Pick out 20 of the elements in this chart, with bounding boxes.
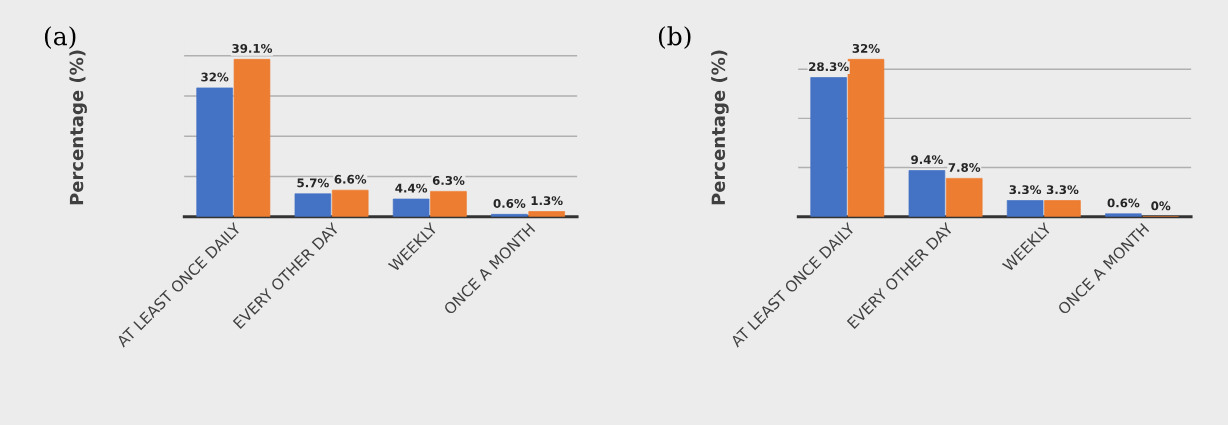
data-label: 28.3%	[809, 62, 849, 72]
data-label: 4.4%	[395, 183, 428, 193]
data-label: 0.6%	[493, 198, 526, 208]
y-axis-title: Percentage (%)	[711, 50, 729, 205]
data-label: 0%	[1151, 201, 1171, 211]
text: (b)	[658, 26, 691, 50]
data-label: 39.1%	[232, 43, 273, 53]
text: (a)	[44, 26, 76, 50]
data-label: 3.3%	[1046, 185, 1079, 195]
data-label: 1.3%	[531, 196, 563, 206]
data-label: 3.3%	[1009, 185, 1042, 195]
data-label: 32%	[201, 72, 229, 82]
data-label: 5.7%	[297, 178, 329, 188]
data-label: 32%	[852, 43, 880, 53]
data-label: 6.6%	[334, 174, 367, 184]
y-axis-title: Percentage (%)	[69, 50, 87, 205]
data-label: 9.4%	[911, 155, 943, 165]
data-label: 6.3%	[432, 176, 465, 185]
data-label: 7.8%	[948, 163, 981, 172]
data-label: 0.6%	[1107, 198, 1140, 208]
